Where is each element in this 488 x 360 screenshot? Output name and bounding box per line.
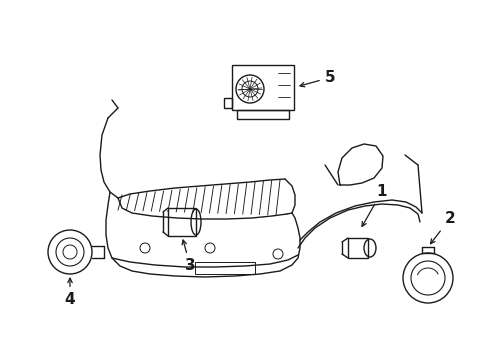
Text: 3: 3 (182, 240, 195, 273)
Bar (224, 98, 231, 108)
Text: 2: 2 (429, 211, 454, 244)
Bar (347, 238, 367, 258)
Bar (231, 65, 293, 110)
Bar (168, 208, 196, 236)
Text: 5: 5 (300, 70, 335, 87)
Bar (237, 110, 288, 119)
Text: 1: 1 (361, 184, 386, 226)
Text: 4: 4 (64, 278, 75, 307)
Bar (195, 262, 254, 274)
